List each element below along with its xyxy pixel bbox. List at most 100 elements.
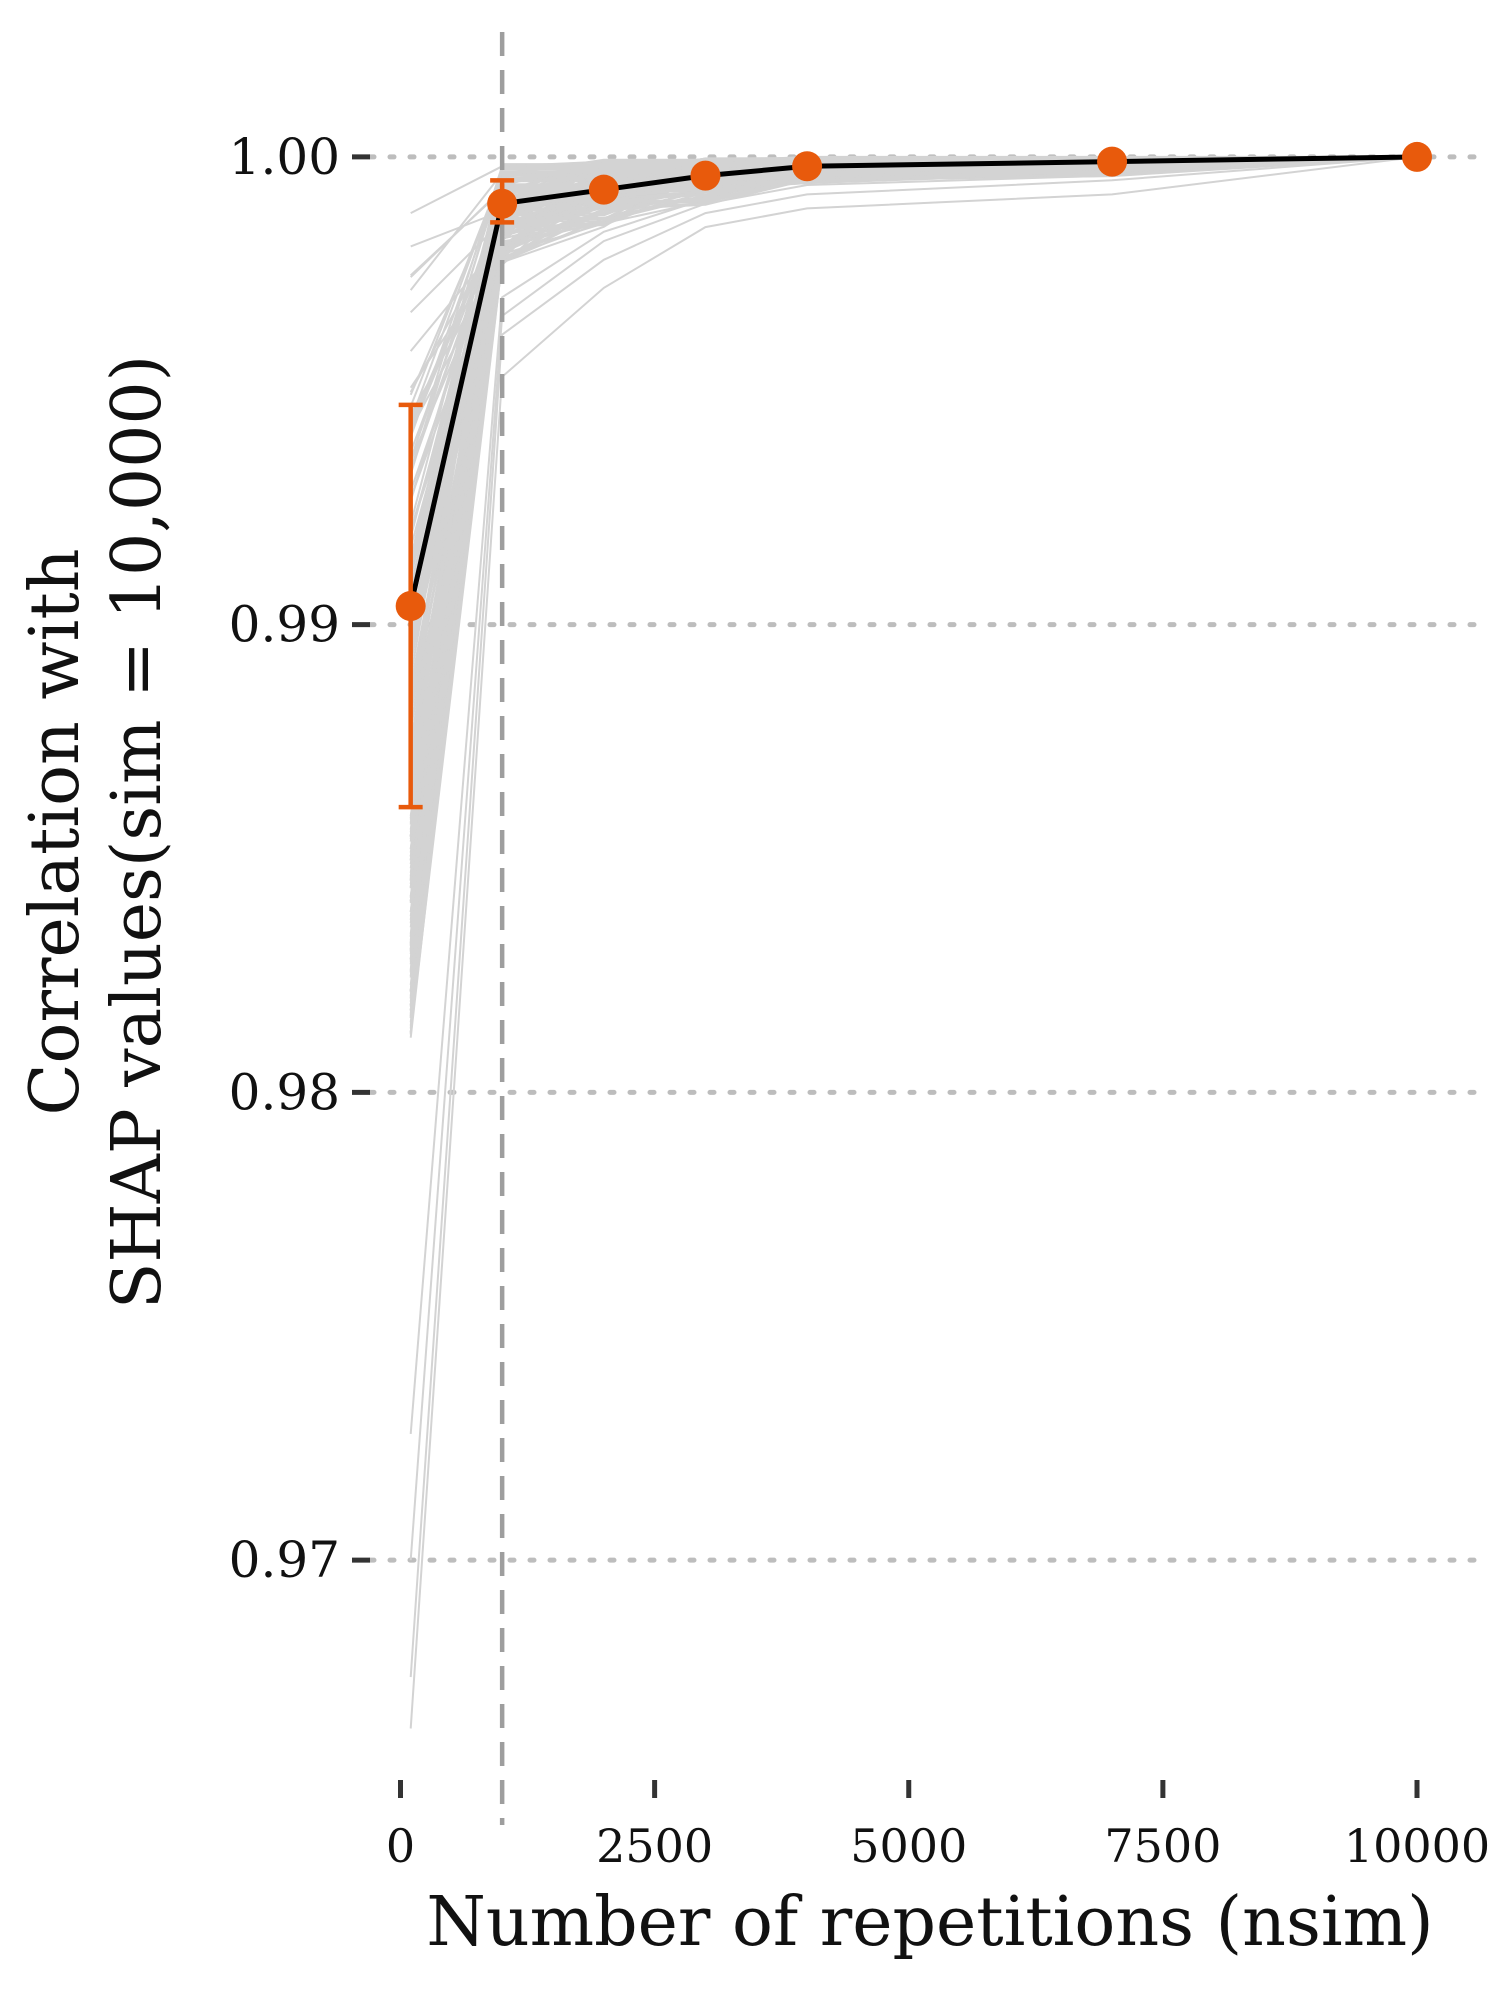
run-line xyxy=(409,155,1418,1006)
data-point xyxy=(395,590,426,621)
run-line xyxy=(409,155,1418,1729)
run-line xyxy=(409,155,1418,941)
run-line xyxy=(409,155,1418,1007)
run-line xyxy=(409,155,1418,644)
x-tick-label: 5000 xyxy=(850,1819,967,1873)
run-line xyxy=(409,155,1418,993)
run-line xyxy=(409,155,1418,913)
run-line xyxy=(409,155,1418,1006)
run-line xyxy=(409,155,1418,1035)
run-line xyxy=(409,155,1418,1678)
run-line xyxy=(409,155,1418,794)
run-line xyxy=(409,155,1418,751)
run-line xyxy=(409,155,1418,998)
run-line xyxy=(409,155,1418,782)
x-tick-label: 2500 xyxy=(596,1819,713,1873)
run-line xyxy=(409,155,1418,857)
run-line xyxy=(409,155,1418,952)
run-line xyxy=(409,155,1418,1019)
run-line xyxy=(409,155,1418,869)
run-line xyxy=(409,155,1418,947)
run-line xyxy=(409,155,1418,796)
run-line xyxy=(409,155,1418,1023)
run-line xyxy=(409,155,1418,1002)
run-line xyxy=(409,155,1418,913)
run-line xyxy=(409,155,1418,943)
run-line xyxy=(409,155,1418,850)
run-line xyxy=(409,155,1418,1018)
run-line xyxy=(409,155,1418,853)
run-line xyxy=(409,155,1418,991)
run-line xyxy=(409,155,1418,797)
run-line xyxy=(409,155,1418,935)
run-line xyxy=(409,155,1418,897)
run-line xyxy=(409,155,1418,899)
y-axis-title-line-1: Correlation with xyxy=(16,548,95,1115)
run-line xyxy=(409,155,1418,819)
run-line xyxy=(409,155,1418,902)
y-axis-title-line-2: SHAP values(sim = 10,000) xyxy=(98,355,177,1309)
run-line xyxy=(409,155,1418,825)
run-line xyxy=(409,155,1418,992)
run-line xyxy=(409,155,1418,860)
run-line xyxy=(409,155,1418,820)
run-line xyxy=(409,155,1418,861)
run-line xyxy=(409,155,1418,704)
grid-lines xyxy=(367,154,1481,1563)
run-line xyxy=(409,155,1418,991)
run-line xyxy=(409,155,1418,778)
run-line xyxy=(409,155,1418,881)
y-tick-label: 0.98 xyxy=(229,1063,340,1121)
data-point xyxy=(792,151,823,182)
run-line xyxy=(409,155,1418,986)
x-tick-label: 10000 xyxy=(1344,1819,1490,1873)
run-line xyxy=(409,155,1418,1011)
run-line xyxy=(409,155,1418,877)
run-line xyxy=(409,155,1418,897)
run-line xyxy=(409,155,1418,765)
run-line xyxy=(409,155,1418,1038)
run-line xyxy=(409,155,1418,767)
run-line xyxy=(409,155,1418,772)
run-line xyxy=(409,155,1418,729)
run-line xyxy=(409,155,1418,960)
run-line xyxy=(409,155,1418,878)
run-line xyxy=(409,155,1418,1033)
x-tick-label: 7500 xyxy=(1104,1819,1221,1873)
run-line xyxy=(409,155,1418,865)
y-tick-label: 1.00 xyxy=(229,128,340,186)
mean-series-layer xyxy=(395,141,1433,810)
run-line xyxy=(409,155,1418,888)
run-line xyxy=(409,155,1418,885)
run-line xyxy=(409,155,1418,1033)
run-line xyxy=(409,155,1418,889)
run-line xyxy=(409,155,1418,962)
run-line xyxy=(409,155,1418,904)
y-tick-label: 0.97 xyxy=(229,1531,340,1589)
run-line xyxy=(409,155,1418,1034)
run-line xyxy=(409,155,1418,766)
run-line xyxy=(409,155,1418,809)
run-line xyxy=(409,155,1418,997)
data-point xyxy=(1097,146,1128,177)
run-line xyxy=(409,155,1418,945)
run-line xyxy=(409,155,1418,746)
run-line xyxy=(409,155,1418,1011)
run-line xyxy=(409,155,1418,762)
run-line xyxy=(409,155,1418,1029)
run-line xyxy=(409,155,1418,951)
run-line xyxy=(409,155,1418,992)
run-line xyxy=(409,155,1418,1434)
run-line xyxy=(409,155,1418,902)
axes: 0.97 0.98 0.99 1.00 0 2500 5000 7500 10000 xyxy=(229,128,1491,1873)
run-line xyxy=(409,155,1418,977)
run-line xyxy=(409,155,1418,946)
run-line xyxy=(409,155,1418,960)
run-line xyxy=(409,155,1418,917)
data-point xyxy=(487,188,518,219)
run-line xyxy=(409,155,1418,677)
run-line xyxy=(409,155,1418,817)
run-line xyxy=(409,155,1418,704)
